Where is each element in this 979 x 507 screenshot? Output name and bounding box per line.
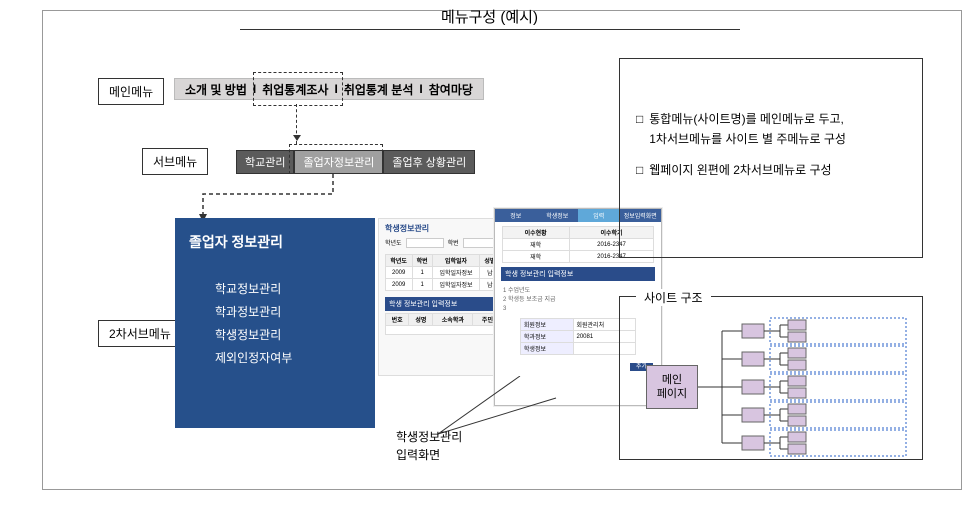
sub2-item-0[interactable]: 학교정보관리 xyxy=(215,280,361,297)
bullet-icon: □ xyxy=(636,160,643,180)
callout-l2: 입력화면 xyxy=(396,446,462,464)
mf-tab-1[interactable]: 학생정보 xyxy=(537,209,579,222)
desc-line-1b: 1차서브메뉴를 사이트 별 주메뉴로 구성 xyxy=(649,129,846,149)
sub2-item-2[interactable]: 학생정보관리 xyxy=(215,326,361,343)
sub2-panel-title: 졸업자 정보관리 xyxy=(189,232,361,252)
callout-l1: 학생정보관리 xyxy=(396,428,462,446)
sub2-item-3[interactable]: 제외인정자여부 xyxy=(215,349,361,366)
site-structure-box: 사이트 구조 메인페이지 xyxy=(619,296,923,460)
mock-back-search-l: 학년도 xyxy=(385,238,402,248)
page-title: 메뉴구성 (예시) xyxy=(441,9,538,26)
main-menu-item-0[interactable]: 소개 및 방법 xyxy=(185,81,247,98)
arrow-main-to-sub xyxy=(296,104,297,144)
site-structure-diagram xyxy=(630,313,914,457)
sub-tab-2[interactable]: 졸업후 상황관리 xyxy=(383,150,475,174)
callout-text: 학생정보관리 입력화면 xyxy=(396,428,462,464)
mock-front-band: 학생 정보관리 입력정보 xyxy=(501,267,655,281)
main-menu-selection-box xyxy=(253,72,343,106)
sub-tab-0[interactable]: 학교관리 xyxy=(236,150,294,174)
desc-line-1a: 통합메뉴(사이트명)를 메인메뉴로 두고, xyxy=(649,109,846,129)
bullet-icon: □ xyxy=(636,109,643,150)
mf-tab-0[interactable]: 정보 xyxy=(495,209,537,222)
main-menu-item-2[interactable]: 취업통계 분석 xyxy=(344,81,414,98)
description-box: □ 통합메뉴(사이트명)를 메인메뉴로 두고, 1차서브메뉴를 사이트 별 주메… xyxy=(619,58,923,258)
title-underline xyxy=(240,29,740,30)
desc-line-2: 웹페이지 왼편에 2차서브메뉴로 구성 xyxy=(649,160,831,180)
mock-back-input-1[interactable] xyxy=(406,238,444,248)
site-structure-title: 사이트 구조 xyxy=(636,289,711,306)
page-title-wrap: 메뉴구성 (예시) xyxy=(240,6,740,30)
label-sub-menu: 서브메뉴 xyxy=(142,148,208,175)
label-main-menu: 메인메뉴 xyxy=(98,78,164,105)
sub2-item-1[interactable]: 학과정보관리 xyxy=(215,303,361,320)
mock-back-search-r: 학번 xyxy=(448,238,459,248)
sub-menu-selection-box xyxy=(289,144,383,174)
label-sub2-menu: 2차서브메뉴 xyxy=(98,320,182,347)
sub2-panel: 졸업자 정보관리 학교정보관리 학과정보관리 학생정보관리 제외인정자여부 xyxy=(175,218,375,428)
mf-tab-2[interactable]: 입력 xyxy=(578,209,620,222)
main-menu-item-3[interactable]: 참여마당 xyxy=(429,81,473,98)
